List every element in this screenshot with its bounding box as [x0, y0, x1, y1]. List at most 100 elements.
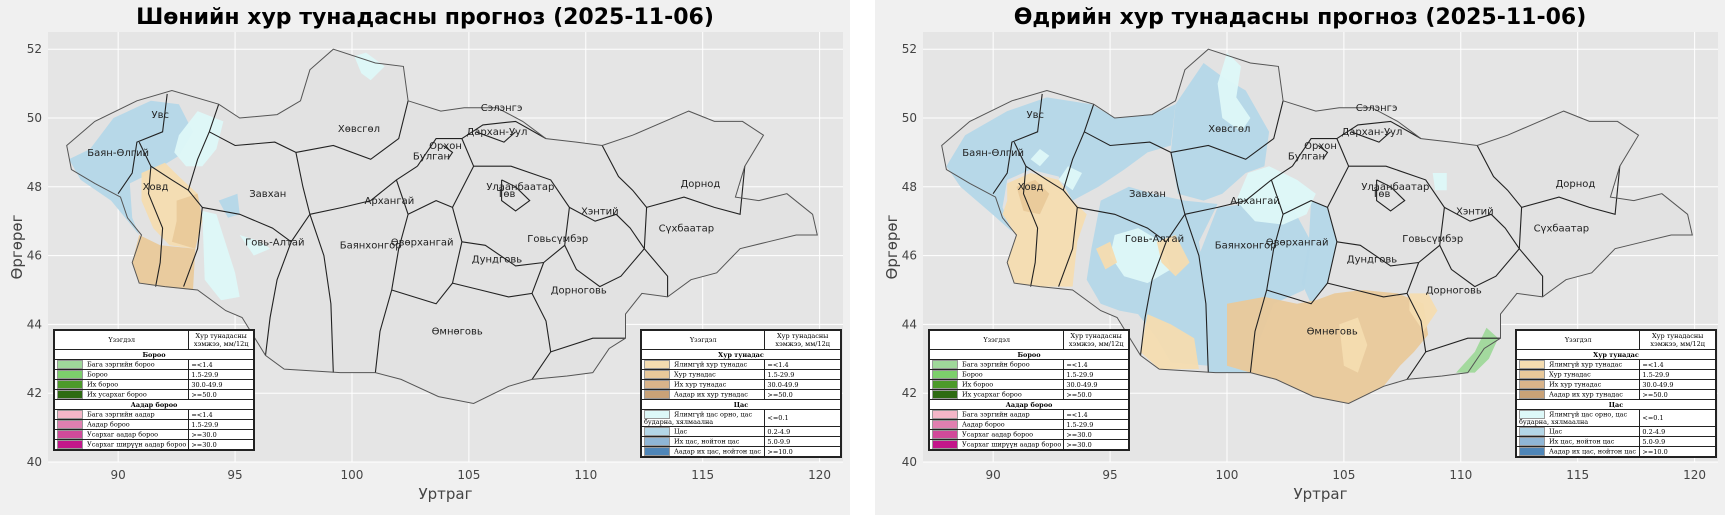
legend-row: Усархаг аадар бороо >=30.0: [928, 429, 1129, 440]
forecast-area: [69, 100, 193, 235]
legend-label: Аадар их хур тунадас: [674, 390, 748, 399]
aimag-label: Баян-Өлгий: [87, 148, 149, 159]
aimag-border: [475, 131, 516, 143]
forecast-area: [171, 193, 203, 249]
aimag-border: [531, 293, 552, 380]
legend-section-title: Хур тунадас: [1516, 349, 1716, 360]
x-tick-label: 90: [986, 468, 1001, 482]
legend-row: Бага зэргийн аадар =<1.4: [928, 409, 1129, 420]
aimag-label: Өмнөговь: [1307, 327, 1358, 338]
aimag-label: Хэнтий: [581, 206, 619, 217]
aimag-border: [1317, 145, 1329, 160]
legend-label: Хур тунадас: [1549, 370, 1591, 379]
legend-value: 5.0-9.9: [764, 436, 841, 447]
aimag-label: Архангай: [1230, 196, 1280, 207]
x-tick-label: 110: [1449, 468, 1472, 482]
country-fill: [66, 49, 818, 404]
forecast-area: [1432, 173, 1447, 191]
legend-swatch: [57, 360, 83, 369]
legend-value: >=10.0: [1639, 446, 1716, 457]
legend-label: Их хур тунадас: [674, 380, 727, 389]
legend-label: Их усархаг бороо: [87, 390, 147, 399]
aimag-label: Баянхонгор: [1215, 241, 1277, 252]
legend-value: >=30.0: [188, 429, 254, 440]
legend-label: Бага зэргийн аадар: [962, 410, 1030, 419]
aimag-border: [1425, 337, 1501, 353]
y-axis-label: Өргөрөг: [883, 214, 901, 279]
legend-precip-snow: Үзэгдэл Хур тунадасны хэмжээ, мм/12ц Хур т…: [1515, 329, 1717, 458]
y-tick-label: 48: [902, 180, 917, 194]
aimag-border: [1058, 189, 1078, 287]
legend-row: Их цас, нойтон цас 5.0-9.9: [640, 436, 841, 447]
aimag-border: [442, 145, 454, 160]
legend-rain: Үзэгдэл Хур тунадасны хэмжээ, мм/12ц Бороо…: [928, 329, 1130, 451]
aimag-label: Говь-Алтай: [1125, 234, 1184, 245]
aimag-border: [501, 179, 531, 212]
aimag-label: Сүхбаатар: [659, 224, 715, 235]
legend-value: 30.0-49.9: [1063, 379, 1129, 390]
aimag-border: [1184, 214, 1209, 373]
y-tick-label: 46: [902, 249, 917, 263]
legend-value: >=50.0: [1063, 389, 1129, 400]
legend-row: Бороо 1.5-29.9: [53, 369, 254, 380]
legend-value: >=30.0: [1063, 429, 1129, 440]
legend-swatch: [1519, 370, 1545, 379]
x-tick-label: 115: [1566, 468, 1589, 482]
legend-value: =<1.4: [1063, 409, 1129, 420]
aimag-label: Сэлэнгэ: [1356, 103, 1398, 114]
aimag-border: [1327, 262, 1420, 298]
legend-swatch: [644, 390, 670, 399]
legend-label: Аадар их хур тунадас: [1549, 390, 1623, 399]
legend-label: Цас: [1549, 427, 1563, 436]
aimag-label: Сүхбаатар: [1534, 224, 1590, 235]
aimag-label: Дундговь: [1347, 254, 1397, 265]
legend-label: Их бороо: [87, 380, 119, 389]
aimag-border: [1476, 145, 1523, 249]
aimag-label: Улаанбаатар: [486, 182, 554, 193]
aimag-border: [461, 120, 547, 140]
legend-swatch: [1519, 427, 1545, 436]
legend-swatch: [57, 380, 83, 389]
forecast-area: [1217, 52, 1251, 132]
legend-swatch: [1519, 447, 1545, 456]
legend-swatch: [932, 430, 958, 439]
country-border: [941, 48, 1693, 405]
legend-value: 1.5-29.9: [1063, 419, 1129, 430]
aimag-label: Булган: [413, 151, 450, 162]
aimag-label: Өвөрхангай: [391, 237, 454, 248]
legend-value: <=0.1: [1639, 409, 1716, 427]
forecast-area: [1016, 179, 1050, 215]
legend-value: =<1.4: [188, 359, 254, 370]
legend-label: Ялимгүй хур тунадас: [1549, 360, 1623, 369]
x-tick-label: 100: [341, 468, 364, 482]
aimag-border: [147, 166, 164, 287]
aimag-border: [643, 248, 669, 297]
legend-swatch: [932, 380, 958, 389]
legend-value: 0.2-4.9: [1639, 426, 1716, 437]
forecast-area: [1198, 200, 1312, 373]
legend-label: Бага зэргийн аадар: [87, 410, 155, 419]
legend-row: Ялимгүй цас орно, цас бударна, хялмаална…: [640, 409, 841, 427]
legend-row: Их бороо 30.0-49.9: [928, 379, 1129, 390]
y-axis-label: Өргөрөг: [8, 214, 26, 279]
legend-row: Аадар их хур тунадас >=50.0: [1515, 389, 1716, 400]
y-tick-label: 44: [902, 317, 917, 331]
legend-row: Бага зэргийн аадар =<1.4: [53, 409, 254, 420]
legend-section-title: Аадар бороо: [54, 399, 254, 410]
x-tick-label: 100: [1216, 468, 1239, 482]
aimag-label: Говьсүмбэр: [1402, 234, 1463, 245]
forecast-area: [1339, 317, 1368, 373]
night-forecast-panel: Шөнийн хур тунадасны прогноз (2025-11-06…: [0, 0, 850, 515]
legend-section-title: Цас: [641, 399, 841, 410]
legend-value: =<1.4: [1639, 359, 1716, 370]
legend-label: Ялимгүй цас орно, цас бударна, хялмаална: [1519, 410, 1628, 426]
legend-row: Бороо 1.5-29.9: [928, 369, 1129, 380]
aimag-label: Хөвсгөл: [1208, 124, 1250, 135]
legend-value: 30.0-49.9: [1639, 379, 1716, 390]
x-tick-label: 120: [808, 468, 831, 482]
legend-label: Усархаг ширүүн аадар бороо: [87, 440, 187, 449]
forecast-area: [132, 235, 196, 290]
aimag-label: Ховд: [143, 182, 169, 193]
aimag-border: [1350, 131, 1391, 143]
legend-section-title: Бороо: [54, 349, 254, 360]
